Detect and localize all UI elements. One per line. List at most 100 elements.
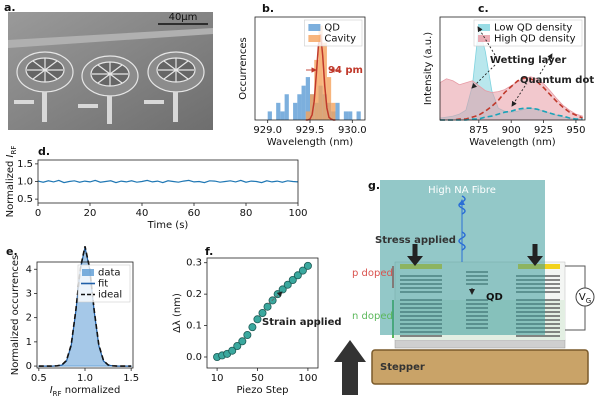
- x-axis-label: Piezo Step: [236, 385, 288, 396]
- x-tick-label: 60: [188, 208, 201, 219]
- hist-bar: [280, 111, 285, 120]
- qd-label: QD: [486, 292, 503, 303]
- x-axis-label: Wavelength (nm): [267, 137, 353, 148]
- legend-label: ideal: [98, 290, 122, 301]
- y-tick-label: 0.1: [186, 321, 202, 332]
- panel-label: a.: [4, 1, 16, 14]
- gate-text: VG: [579, 292, 591, 305]
- annotation: Strain applied: [262, 317, 342, 328]
- line: [37, 179, 299, 184]
- y-tick-label: 1: [26, 337, 32, 348]
- x-tick-label: 40: [136, 208, 149, 219]
- stress-label: Stress applied: [375, 235, 456, 246]
- point: [288, 275, 297, 284]
- y-tick-label: 0: [26, 361, 32, 372]
- point: [298, 266, 307, 275]
- annotation: Wetting layer: [490, 55, 566, 66]
- point: [233, 341, 242, 350]
- legend-swatch: [308, 24, 321, 31]
- legend-swatch: [478, 35, 490, 42]
- legend-label: Low QD density: [494, 23, 572, 34]
- legend-label: Cavity: [324, 34, 356, 45]
- x-tick-label: 950: [566, 125, 585, 136]
- hist-bar: [305, 111, 310, 120]
- panel-label: g.: [368, 179, 380, 192]
- hist-bar: [276, 102, 281, 120]
- legend-label: QD: [324, 23, 340, 34]
- y-axis-label: Occurrences: [238, 37, 249, 99]
- hist-bar: [297, 94, 302, 120]
- p-layer-label: p doped: [352, 268, 393, 279]
- plot-frame: [254, 16, 366, 121]
- x-tick-label: 0: [35, 208, 41, 219]
- x-tick-label: 1.0: [77, 373, 93, 384]
- line: [440, 107, 583, 121]
- legend-swatch: [82, 269, 94, 276]
- panel-label: b.: [262, 2, 274, 15]
- y-tick-label: 2: [26, 313, 32, 324]
- hist-bar: [305, 77, 310, 120]
- n-layer-label: n doped: [352, 311, 393, 322]
- hist-bar: [293, 102, 298, 120]
- y-axis-label-part: I: [5, 154, 16, 157]
- point: [293, 271, 302, 280]
- y-tick-label: 0.2: [186, 289, 202, 300]
- hist-bar: [318, 25, 323, 120]
- legend-label: fit: [98, 279, 108, 290]
- panel-label: d.: [38, 145, 50, 158]
- y-axis-label: Δλ (nm): [172, 293, 183, 333]
- panel-label: e.: [6, 245, 18, 258]
- x-tick-label: 929.0: [253, 125, 282, 136]
- point: [253, 315, 262, 324]
- x-tick-label: 900: [502, 125, 521, 136]
- hist-bar: [284, 94, 289, 120]
- fibre-label: High NA Fibre: [428, 185, 496, 196]
- annotation-arrow: [267, 291, 283, 305]
- x-tick-label: 875: [469, 125, 488, 136]
- annotation: Quantum dot: [520, 75, 594, 86]
- legend-label: data: [98, 268, 121, 279]
- x-axis-label: IRF normalized: [50, 385, 121, 398]
- x-tick-label: 80: [240, 208, 253, 219]
- hist-bar: [335, 102, 340, 120]
- x-axis-label-part: I: [50, 385, 53, 396]
- x-tick-label: 930.0: [338, 125, 367, 136]
- point: [238, 337, 247, 346]
- hist-bar: [314, 59, 319, 120]
- panel-label: f.: [205, 245, 213, 258]
- point: [258, 308, 267, 317]
- hist-bar: [301, 85, 306, 120]
- y-tick-label: 4: [26, 264, 32, 275]
- plot-frame: [37, 159, 299, 204]
- annotation-arrow: [471, 64, 496, 89]
- point: [228, 346, 237, 355]
- point: [248, 323, 257, 332]
- y-axis-label: Intensity (a.u.): [423, 32, 434, 105]
- x-axis-label: Time (s): [147, 220, 189, 231]
- annotation-arrow: [477, 26, 496, 56]
- plot-frame: [36, 261, 134, 369]
- legend-swatch: [478, 24, 490, 31]
- x-tick-label: 0.5: [31, 373, 47, 384]
- hist-bar: [331, 102, 336, 120]
- point: [263, 302, 272, 311]
- panel-label: c.: [478, 2, 489, 15]
- x-tick-label: 929.5: [296, 125, 325, 136]
- plot-frame: [439, 16, 586, 121]
- scale-bar-label: 40μm: [169, 12, 198, 23]
- point: [303, 261, 312, 270]
- y-axis-label: Normalized occurrences: [10, 255, 21, 376]
- hist-bar: [356, 111, 361, 120]
- sem-image: [8, 12, 213, 130]
- x-tick-label: 100: [288, 208, 307, 219]
- gate-text-part: V: [579, 292, 586, 303]
- hist-bar: [348, 111, 353, 120]
- device-diagram: [334, 180, 595, 395]
- stepper-label: Stepper: [380, 362, 425, 373]
- hist-bar: [310, 94, 315, 120]
- hist-bar: [267, 111, 272, 120]
- gate-text-part: G: [586, 297, 591, 305]
- annotation: 94 pm: [328, 65, 363, 76]
- point: [283, 280, 292, 289]
- x-tick-label: 10: [211, 373, 224, 384]
